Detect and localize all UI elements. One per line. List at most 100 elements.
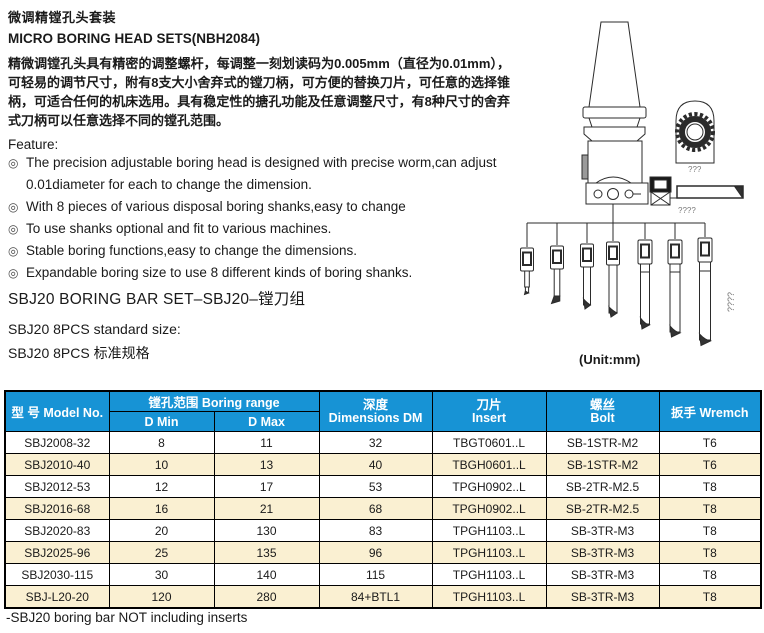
cell-insert: TPGH1103..L: [431, 585, 547, 609]
cell-d-max: 17: [213, 475, 320, 498]
header-depth-en: Dimensions DM: [328, 410, 423, 425]
header-d-max: D Max: [213, 411, 320, 432]
table-row: SBJ-L20-20 120 280 84+BTL1 TPGH1103..L SB-3TR…: [4, 585, 762, 609]
bullet-icon: ◎: [8, 222, 19, 236]
side-caption: ????: [726, 292, 736, 312]
header-bolt-en: Bolt: [590, 410, 615, 425]
bar-caption: ????: [678, 206, 696, 215]
cell-d-max: 135: [213, 541, 320, 564]
cell-bolt: SB-1STR-M2: [545, 453, 660, 476]
cell-model: SBJ-L20-20: [4, 585, 110, 609]
cell-d-max: 130: [213, 519, 320, 542]
cell-depth: 53: [318, 475, 433, 498]
spec-table: 型 号 Model No. 镗孔范围 Boring range 深度 Dimen…: [4, 390, 763, 609]
feature-list: ◎ The precision adjustable boring head is…: [8, 152, 502, 284]
cell-bolt: SB-3TR-M3: [545, 519, 660, 542]
subtitle-standard-size-en: SBJ20 8PCS standard size:: [8, 321, 181, 337]
cell-wrench: T8: [658, 475, 762, 498]
section-title: SBJ20 BORING BAR SET–SBJ20–镗刀组: [8, 291, 306, 308]
cell-depth: 84+BTL1: [318, 585, 433, 609]
bullet-icon: ◎: [8, 244, 19, 258]
table-row: SBJ2016-68 16 21 68 TPGH0902..L SB-2TR-M2.5 T8: [4, 497, 762, 520]
product-description-zh: 精微调镗孔头具有精密的调整螺杆，每调整一刻划读码为0.005mm（直径为0.01…: [8, 56, 510, 128]
cell-wrench: T6: [658, 431, 762, 454]
cell-insert: TPGH0902..L: [431, 475, 547, 498]
header-insert-en: Insert: [471, 410, 507, 425]
table-header: 型 号 Model No. 镗孔范围 Boring range 深度 Dimen…: [4, 390, 762, 432]
feature-text: The precision adjustable boring head is …: [26, 155, 497, 192]
boring-shank-icon: [607, 242, 620, 317]
feature-item: ◎ To use shanks optional and fit to vario…: [8, 218, 502, 240]
cell-d-max: 140: [213, 563, 320, 586]
cell-wrench: T8: [658, 541, 762, 564]
cell-d-min: 20: [108, 519, 215, 542]
boring-shank-icon: [668, 240, 682, 337]
cell-model: SBJ2020-83: [4, 519, 110, 542]
cell-model: SBJ2012-53: [4, 475, 110, 498]
header-bolt-zh: 螺丝: [590, 397, 616, 412]
cell-bolt: SB-2TR-M2.5: [545, 475, 660, 498]
cell-depth: 83: [318, 519, 433, 542]
subtitle-standard-size-zh: SBJ20 8PCS 标准规格: [8, 345, 150, 361]
table-row: SBJ2025-96 25 135 96 TPGH1103..L SB-3TR-M3 T8: [4, 541, 762, 564]
cell-d-min: 12: [108, 475, 215, 498]
table-row: SBJ2020-83 20 130 83 TPGH1103..L SB-3TR-M3 T8: [4, 519, 762, 542]
connector-lines: [527, 204, 705, 247]
table-row: SBJ2030-115 30 140 115 TPGH1103..L SB-3TR-M3 T…: [4, 563, 762, 586]
header-d-min: D Min: [108, 411, 215, 432]
boring-shank-icon: [698, 238, 712, 346]
header-depth: 深度 Dimensions DM: [318, 390, 433, 432]
table-row: SBJ2008-32 8 11 32 TBGT0601..L SB-1STR-M2 T6: [4, 431, 762, 454]
cell-d-min: 10: [108, 453, 215, 476]
cell-bolt: SB-3TR-M3: [545, 541, 660, 564]
cell-insert: TPGH1103..L: [431, 519, 547, 542]
dial-caption: ???: [688, 165, 702, 174]
page-title-zh: 微调精镗孔头套装: [8, 10, 117, 25]
cell-model: SBJ2010-40: [4, 453, 110, 476]
flange-icon: [583, 107, 646, 141]
cell-d-max: 13: [213, 453, 320, 476]
cell-model: SBJ2008-32: [4, 431, 110, 454]
cell-wrench: T6: [658, 453, 762, 476]
cell-depth: 96: [318, 541, 433, 564]
boring-shank-icon: [581, 244, 594, 309]
cell-d-min: 8: [108, 431, 215, 454]
header-boring-range: 镗孔范围 Boring range: [108, 390, 320, 412]
boring-head-body-icon: [582, 141, 648, 204]
boring-shank-icon: [638, 240, 652, 329]
horizontal-boring-bar-icon: [677, 186, 743, 198]
cell-model: SBJ2030-115: [4, 563, 110, 586]
feature-text: Expandable boring size to use 8 differen…: [26, 265, 413, 280]
bullet-icon: ◎: [8, 266, 19, 280]
cell-d-min: 120: [108, 585, 215, 609]
table-row: SBJ2012-53 12 17 53 TPGH0902..L SB-2TR-M2.5 T8: [4, 475, 762, 498]
cell-wrench: T8: [658, 519, 762, 542]
table-body: SBJ2008-32 8 11 32 TBGT0601..L SB-1STR-M2 T6 S…: [4, 431, 762, 609]
cell-depth: 32: [318, 431, 433, 454]
feature-text: To use shanks optional and fit to variou…: [26, 221, 332, 236]
cell-d-max: 280: [213, 585, 320, 609]
cell-insert: TPGH0902..L: [431, 497, 547, 520]
tool-clamp-icon: [650, 177, 677, 205]
cell-depth: 68: [318, 497, 433, 520]
bullet-icon: ◎: [8, 200, 19, 214]
feature-text: With 8 pieces of various disposal boring…: [26, 199, 406, 214]
header-insert-zh: 刀片: [476, 397, 502, 412]
taper-shank-icon: [589, 22, 640, 107]
feature-text: Stable boring functions,easy to change t…: [26, 243, 357, 258]
cell-insert: TBGH0601..L: [431, 453, 547, 476]
cell-d-max: 21: [213, 497, 320, 520]
boring-head-illustration: ???? ??? ????: [500, 10, 764, 382]
header-bolt: 螺丝 Bolt: [545, 390, 660, 432]
cell-wrench: T8: [658, 585, 762, 609]
cell-insert: TPGH1103..L: [431, 563, 547, 586]
unit-label: (Unit:mm): [579, 352, 641, 367]
table-row: SBJ2010-40 10 13 40 TBGH0601..L SB-1STR-M2 T6: [4, 453, 762, 476]
boring-shank-icon: [521, 248, 534, 295]
cell-d-min: 25: [108, 541, 215, 564]
adjustment-dial-icon: [676, 101, 714, 163]
cell-model: SBJ2025-96: [4, 541, 110, 564]
cell-depth: 40: [318, 453, 433, 476]
boring-shank-icon: [551, 246, 564, 304]
cell-bolt: SB-2TR-M2.5: [545, 497, 660, 520]
